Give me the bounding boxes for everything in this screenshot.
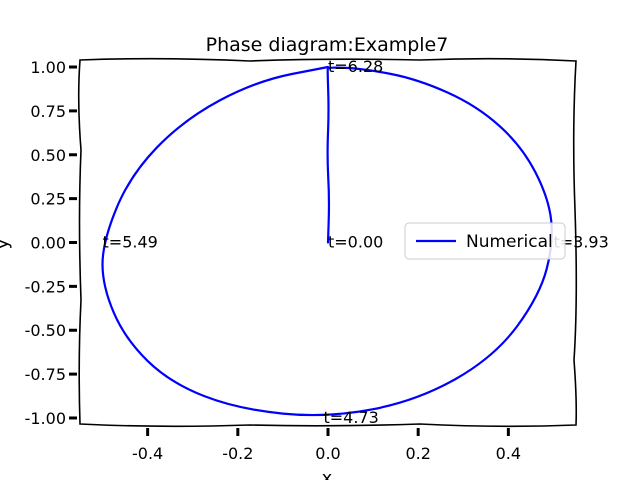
ticks-layer: -0.4 -0.2 0.0 0.2 0.4 1.00 0.75 0.50 0.25 0.00 -0.… (25, 58, 521, 463)
y-tick-label: -0.75 (25, 365, 66, 384)
series-line-0 (101, 65, 553, 417)
time-annotation: t=4.73 (323, 408, 378, 427)
y-tick-label: 0.75 (30, 102, 66, 121)
y-tick-label: 0.25 (30, 190, 66, 209)
y-tick-label: 0.00 (30, 234, 66, 253)
x-tick-label: 0.0 (315, 444, 340, 463)
legend: Numerical (404, 222, 566, 260)
y-tick-label: -0.25 (25, 277, 66, 296)
x-tick-label: 0.4 (496, 444, 521, 463)
legend-entry-numerical: Numerical (466, 232, 553, 252)
y-tick-label: -1.00 (25, 409, 66, 428)
plot-area: -0.4 -0.2 0.0 0.2 0.4 1.00 0.75 0.50 0.25 0.00 -0.… (25, 57, 609, 463)
x-tick-label: -0.2 (222, 444, 253, 463)
x-axis-label: x (322, 468, 333, 480)
chart-title: Phase diagram:Example7 (206, 34, 449, 56)
x-tick-label: -0.4 (132, 444, 163, 463)
axes-frame (77, 57, 578, 428)
x-tick-label: 0.2 (405, 444, 430, 463)
y-axis-label: y (0, 238, 13, 249)
y-tick-label: 1.00 (30, 58, 66, 77)
series-layer (101, 65, 553, 417)
legend-box (404, 222, 566, 260)
y-tick-label: 0.50 (30, 146, 66, 165)
annotation-layer: t=0.00 t=6.28 t=5.49 t=4.73 t=3.93 (103, 57, 609, 427)
time-annotation: t=5.49 (103, 233, 158, 252)
time-annotation: t=6.28 (328, 57, 383, 76)
time-annotation: t=0.00 (328, 233, 383, 252)
time-annotation: t=3.93 (553, 233, 608, 252)
y-tick-label: -0.50 (25, 321, 66, 340)
